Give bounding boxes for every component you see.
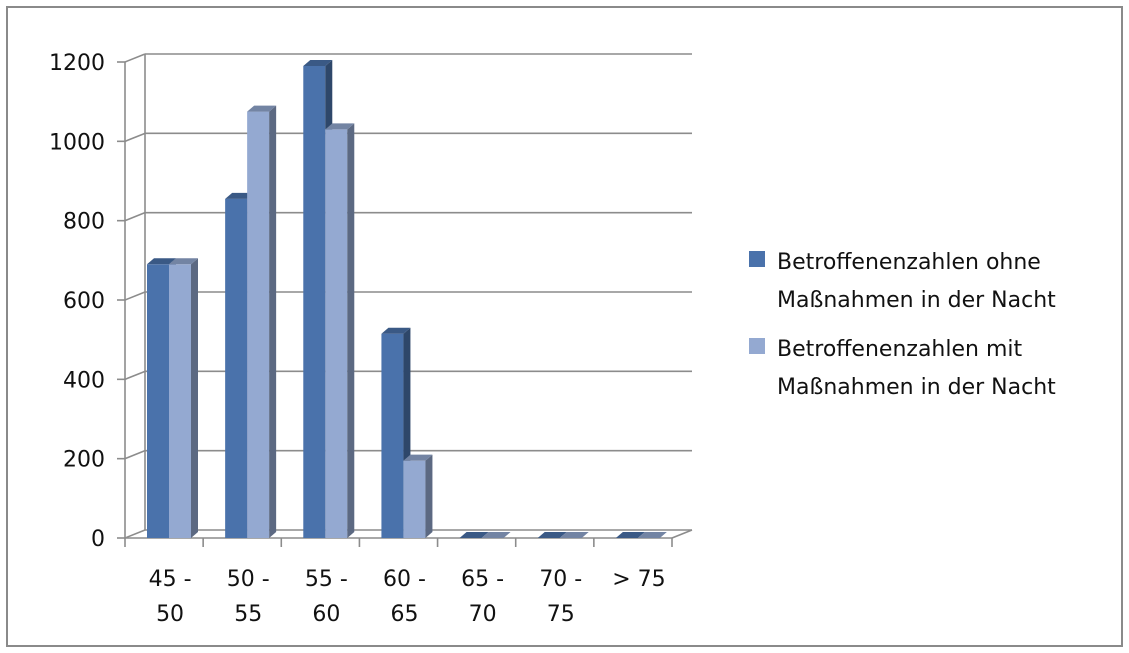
bar-top bbox=[325, 123, 355, 130]
x-tick-label: 65 bbox=[391, 602, 419, 627]
bar bbox=[403, 454, 433, 538]
bar bbox=[615, 532, 645, 538]
x-tick-label: > 75 bbox=[612, 567, 665, 592]
bar bbox=[637, 532, 667, 538]
x-tick-label: 50 bbox=[156, 602, 184, 627]
legend: Betroffenenzahlen ohne Maßnahmen in der N… bbox=[749, 250, 1056, 400]
bar-top bbox=[303, 59, 333, 66]
bar-front bbox=[247, 111, 270, 538]
gridline-depth bbox=[124, 291, 146, 301]
x-tick-label: 70 - bbox=[539, 567, 582, 592]
gridline-depth bbox=[124, 370, 146, 381]
bar-side bbox=[425, 454, 433, 538]
bar-top bbox=[459, 532, 489, 538]
bar-top bbox=[147, 258, 176, 265]
bar-side bbox=[269, 105, 277, 538]
x-tick-label: 60 - bbox=[383, 567, 426, 592]
bar-top bbox=[559, 532, 589, 538]
y-tick-label: 200 bbox=[63, 448, 105, 473]
x-tick-label: 50 - bbox=[227, 567, 270, 592]
bar bbox=[247, 105, 277, 538]
bar bbox=[325, 123, 355, 538]
bar-top bbox=[637, 532, 667, 538]
bar-top bbox=[381, 327, 411, 334]
bar-top bbox=[537, 532, 567, 538]
bar-front bbox=[169, 264, 191, 538]
x-tick-label: 75 bbox=[547, 602, 575, 627]
bar-front bbox=[381, 333, 404, 538]
bar-side bbox=[347, 123, 355, 538]
bar-front bbox=[147, 264, 169, 538]
y-tick-label: 400 bbox=[63, 368, 105, 393]
x-tick-label: 45 - bbox=[149, 567, 192, 592]
gridline-depth bbox=[124, 449, 146, 460]
floor-edge bbox=[671, 529, 693, 539]
bars bbox=[147, 59, 667, 538]
x-tick-label: 60 bbox=[312, 602, 340, 627]
x-tick-labels: 45 - 50 50 - 55 55 - 60 60 - 65 65 - 70 70 - 75 > 75 bbox=[149, 567, 666, 627]
bar bbox=[559, 532, 589, 538]
bar-top bbox=[481, 532, 511, 538]
y-tick-label: 800 bbox=[63, 210, 105, 235]
x-tick-label: 55 - bbox=[305, 567, 348, 592]
bar-front bbox=[303, 65, 326, 538]
bar-top bbox=[169, 258, 198, 265]
gridline-depth bbox=[124, 529, 146, 539]
bar bbox=[537, 532, 567, 538]
x-tick-label: 55 bbox=[234, 602, 262, 627]
bar-front bbox=[325, 129, 348, 538]
gridline-depth bbox=[124, 132, 146, 143]
legend-swatch bbox=[749, 338, 765, 354]
bar bbox=[459, 532, 489, 538]
legend-label: Betroffenenzahlen mit bbox=[777, 337, 1022, 362]
y-tick-label: 0 bbox=[91, 527, 105, 552]
x-tick-label: 65 - bbox=[461, 567, 504, 592]
bar-top bbox=[403, 454, 433, 461]
bar-front bbox=[403, 460, 426, 538]
y-tick-label: 1200 bbox=[49, 51, 105, 76]
bar-front bbox=[225, 198, 248, 538]
bar-side bbox=[191, 258, 198, 538]
legend-label: Maßnahmen in der Nacht bbox=[777, 288, 1056, 313]
x-tick-label: 70 bbox=[469, 602, 497, 627]
bar-top bbox=[247, 105, 277, 112]
y-tick-labels: 0 200 400 600 800 1000 1200 bbox=[49, 51, 105, 552]
y-tick-label: 1000 bbox=[49, 130, 105, 155]
gridline-depth bbox=[124, 211, 146, 222]
legend-label: Betroffenenzahlen ohne bbox=[777, 250, 1041, 275]
gridline-depth bbox=[124, 53, 146, 63]
y-tick-label: 600 bbox=[63, 289, 105, 314]
bar bbox=[481, 532, 511, 538]
bar bbox=[169, 258, 198, 538]
legend-swatch bbox=[749, 251, 765, 267]
legend-label: Maßnahmen in der Nacht bbox=[777, 375, 1056, 400]
bar-top bbox=[615, 532, 645, 538]
bar-top bbox=[225, 192, 255, 199]
